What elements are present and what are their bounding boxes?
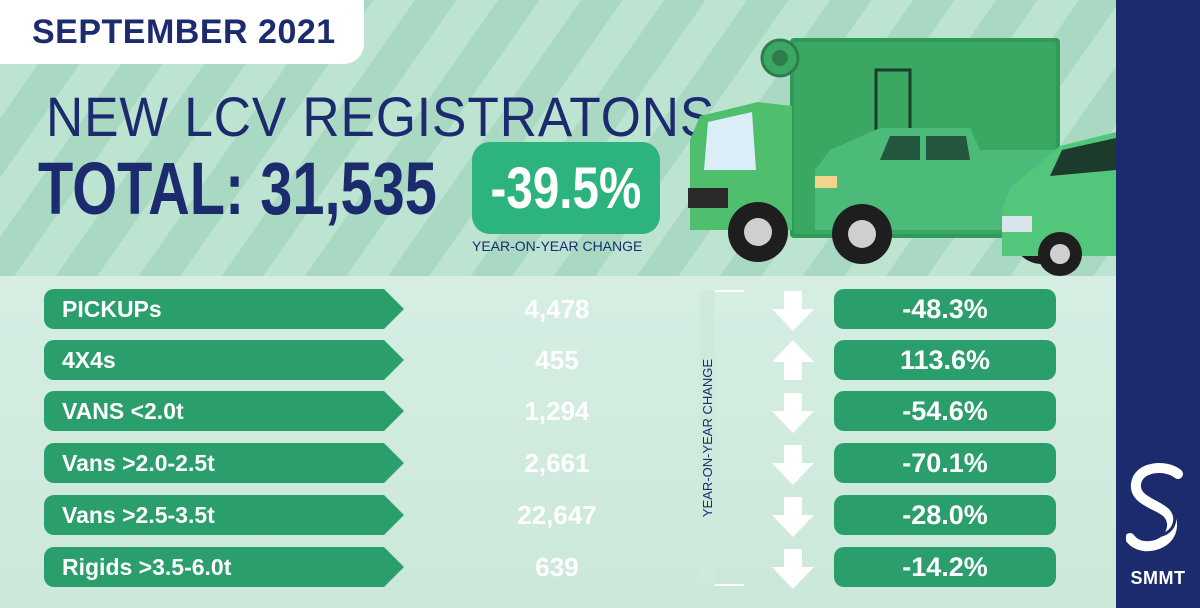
yoy-change-value: 113.6% — [899, 344, 991, 375]
yoy-change-badge: -70.1% — [834, 443, 1056, 483]
category-label: VANS <2.0t — [44, 391, 404, 431]
yoy-change-badge: -48.3% — [834, 289, 1056, 329]
registrations-value: 4,478 — [524, 293, 590, 324]
smmt-logo-icon — [1126, 463, 1183, 552]
yoy-change-value: -48.3% — [902, 293, 988, 324]
arrow-down-icon — [772, 393, 814, 433]
brand-sidebar: SMMT — [1116, 0, 1200, 608]
total-registrations: TOTAL: 31,535 — [38, 147, 437, 230]
yoy-bracket — [712, 290, 744, 586]
category-label: 4X4s — [44, 340, 404, 380]
yoy-change-value: -54.6% — [902, 395, 988, 426]
total-change-caption: YEAR-ON-YEAR CHANGE — [472, 238, 643, 254]
arrow-up-icon — [772, 340, 814, 380]
registrations-value: 1,294 — [524, 395, 590, 426]
yoy-change-badge: -14.2% — [834, 547, 1056, 587]
category-label: Rigids >3.5-6.0t — [44, 547, 404, 587]
arrow-down-icon — [772, 291, 814, 331]
registrations-value: 2,661 — [524, 447, 590, 478]
yoy-side-label: YEAR-ON-YEAR CHANGE — [700, 290, 715, 586]
yoy-change-badge: -28.0% — [834, 495, 1056, 535]
category-label: PICKUPs — [44, 289, 404, 329]
date-tag: SEPTEMBER 2021 — [0, 0, 364, 64]
arrow-down-icon — [772, 549, 814, 589]
yoy-change-value: -28.0% — [902, 499, 988, 530]
date-label: SEPTEMBER 2021 — [32, 12, 336, 51]
yoy-change-value: -14.2% — [902, 551, 988, 582]
registrations-value: 455 — [535, 344, 579, 375]
total-change-value: -39.5% — [490, 155, 642, 221]
brand-name: SMMT — [1130, 568, 1186, 588]
category-label: Vans >2.5-3.5t — [44, 495, 404, 535]
yoy-change-value: -70.1% — [902, 447, 988, 478]
page-title: NEW LCV REGISTRATONS — [46, 85, 716, 148]
vehicles-illustration — [688, 38, 1116, 276]
yoy-change-badge: 113.6% — [834, 340, 1056, 380]
arrow-down-icon — [772, 445, 814, 485]
arrow-down-icon — [772, 497, 814, 537]
total-change-badge: -39.5% — [472, 142, 660, 234]
yoy-change-badge: -54.6% — [834, 391, 1056, 431]
registrations-value: 639 — [535, 551, 579, 582]
category-label: Vans >2.0-2.5t — [44, 443, 404, 483]
registrations-value: 22,647 — [517, 499, 597, 530]
